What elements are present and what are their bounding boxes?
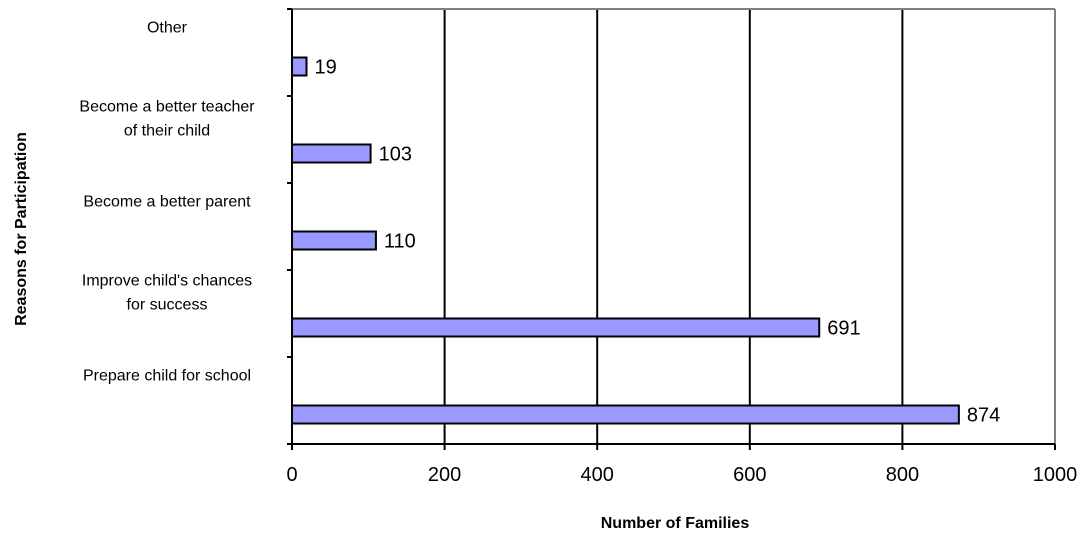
category-label: Other	[147, 20, 188, 37]
bar	[291, 56, 308, 77]
category-label: for success	[127, 297, 208, 314]
labels-layer: 874 Prepare child for school 691 Improve ch…	[79, 20, 1077, 487]
x-axis-title: Number of Families	[601, 515, 750, 532]
category-label: Improve child's chances	[82, 273, 252, 290]
bar	[291, 143, 372, 164]
axes-layer	[287, 8, 1056, 450]
x-tick-label: 400	[581, 464, 614, 486]
x-tick-label: 200	[428, 464, 461, 486]
data-label: 874	[967, 405, 1000, 427]
x-tick-label: 1000	[1033, 464, 1078, 486]
x-tick-label: 800	[886, 464, 919, 486]
category-label: of their child	[124, 123, 210, 140]
data-label: 110	[384, 231, 416, 253]
x-tick-label: 0	[286, 464, 297, 486]
bar	[291, 317, 821, 338]
data-label: 691	[827, 318, 860, 340]
bar	[291, 404, 960, 425]
x-tick-label: 600	[733, 464, 766, 486]
bar	[291, 230, 377, 251]
category-label: Become a better parent	[83, 194, 251, 211]
category-label: Become a better teacher	[79, 99, 255, 116]
category-label: Prepare child for school	[83, 368, 251, 385]
data-label: 19	[314, 57, 336, 79]
data-label: 103	[379, 144, 412, 166]
y-axis-title: Reasons for Participation	[13, 132, 30, 326]
grid-layer	[292, 8, 1056, 444]
